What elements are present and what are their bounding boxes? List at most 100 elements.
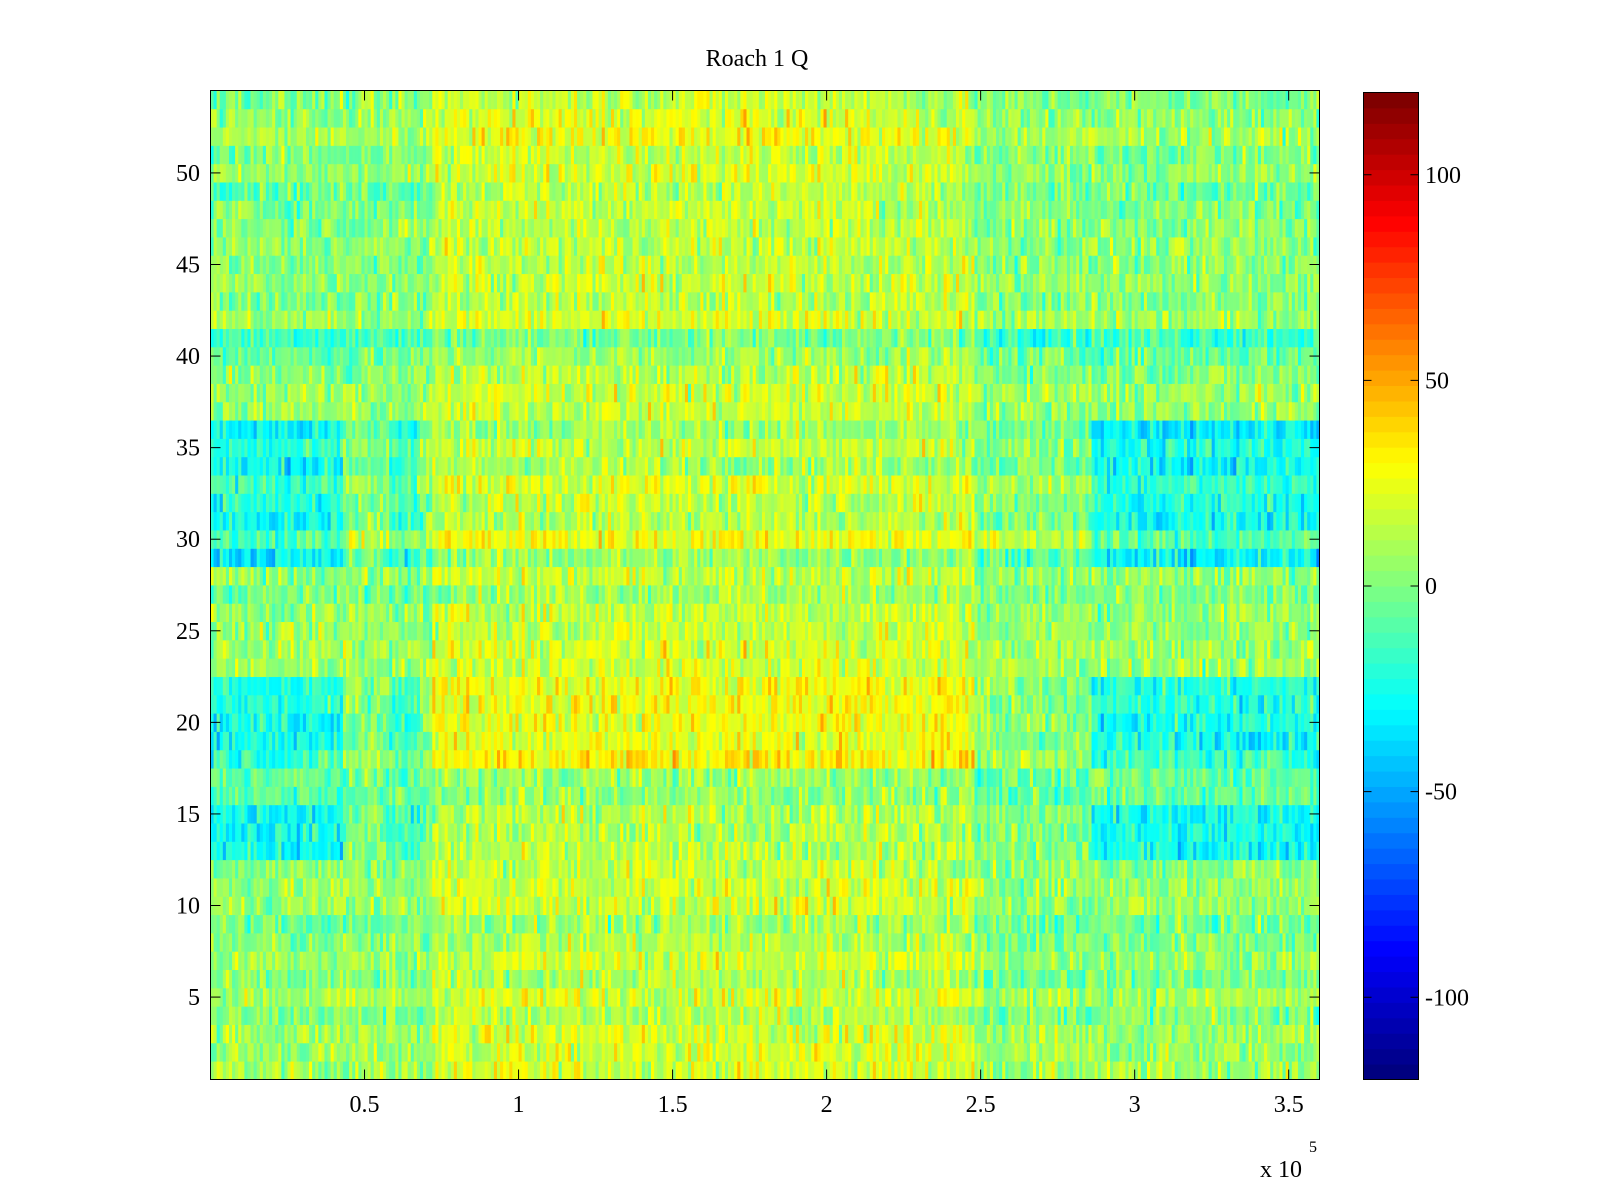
heatmap-cell — [712, 878, 717, 897]
heatmap-cell — [1143, 896, 1148, 916]
heatmap-cell — [1119, 859, 1123, 879]
heatmap-cell — [592, 1006, 596, 1025]
heatmap-cell — [1002, 841, 1006, 861]
heatmap-cell — [1233, 914, 1237, 934]
heatmap-cell — [552, 951, 556, 971]
heatmap-cell — [724, 969, 729, 989]
heatmap-cell — [1208, 841, 1213, 861]
heatmap-cell — [977, 1042, 982, 1062]
heatmap-cell — [681, 914, 686, 934]
heatmap-cell — [398, 987, 402, 1007]
heatmap-cell — [383, 914, 387, 934]
heatmap-cell — [801, 914, 806, 934]
heatmap-cell — [1079, 1061, 1083, 1080]
heatmap-cell — [737, 896, 741, 916]
heatmap-cell — [595, 969, 600, 989]
heatmap-cell — [1042, 878, 1046, 897]
heatmap-cell — [1273, 951, 1277, 971]
heatmap-cell — [638, 878, 643, 897]
heatmap-cell — [731, 969, 735, 989]
heatmap-cell — [934, 1061, 938, 1080]
heatmap-cell — [1134, 1061, 1139, 1080]
heatmap-cell — [358, 878, 362, 897]
heatmap-cell — [882, 1042, 886, 1062]
heatmap-cell — [752, 1024, 757, 1044]
heatmap-cell — [592, 914, 596, 934]
heatmap-cell — [1026, 1006, 1031, 1025]
heatmap-cell — [1069, 841, 1074, 861]
heatmap-cell — [1156, 841, 1160, 861]
heatmap-cell — [586, 932, 590, 952]
heatmap-cell — [724, 859, 729, 879]
heatmap-cell — [1248, 932, 1253, 952]
heatmap-cell — [1100, 1042, 1105, 1062]
heatmap-cell — [235, 878, 239, 897]
heatmap-cell — [210, 859, 214, 879]
heatmap-cell — [423, 841, 427, 861]
heatmap-cell — [632, 1061, 637, 1080]
heatmap-cell — [765, 987, 769, 1007]
heatmap-cell — [1174, 878, 1179, 897]
heatmap-cell — [1224, 987, 1228, 1007]
heatmap-cell — [1242, 914, 1246, 934]
heatmap-cell — [222, 932, 227, 952]
heatmap-cell — [780, 1042, 784, 1062]
heatmap-cell — [432, 878, 436, 897]
heatmap-cell — [906, 987, 911, 1007]
heatmap-cell — [1205, 1006, 1209, 1025]
heatmap-cell — [552, 823, 556, 842]
heatmap-cell — [663, 1006, 667, 1025]
heatmap-cell — [416, 896, 421, 916]
heatmap-cell — [1079, 987, 1083, 1007]
heatmap-cell — [1165, 951, 1169, 971]
heatmap-cell — [232, 841, 236, 861]
heatmap-cell — [386, 932, 390, 952]
heatmap-cell — [358, 932, 362, 952]
heatmap-cell — [235, 969, 239, 989]
heatmap-cell — [931, 1061, 935, 1080]
heatmap-cell — [546, 914, 550, 934]
heatmap-cell — [487, 969, 492, 989]
heatmap-cell — [647, 859, 652, 879]
heatmap-cell — [1076, 951, 1080, 971]
heatmap-cell — [469, 823, 473, 842]
heatmap-cell — [312, 1042, 316, 1062]
heatmap-cell — [475, 932, 479, 952]
heatmap-cell — [524, 932, 529, 952]
heatmap-cell — [1063, 932, 1068, 952]
heatmap-cell — [333, 1024, 338, 1044]
heatmap-cell — [342, 896, 347, 916]
heatmap-cell — [1146, 1024, 1151, 1044]
heatmap-cell — [1125, 969, 1129, 989]
heatmap-cell — [737, 932, 741, 952]
heatmap-cell — [1085, 878, 1089, 897]
heatmap-cell — [1017, 878, 1022, 897]
heatmap-cell — [829, 896, 834, 916]
heatmap-cell — [749, 969, 754, 989]
heatmap-cell — [974, 1006, 978, 1025]
heatmap-cell — [691, 896, 695, 916]
heatmap-cell — [1119, 1042, 1123, 1062]
heatmap-cell — [401, 859, 405, 879]
heatmap-cell — [860, 1061, 864, 1080]
heatmap-cell — [506, 951, 510, 971]
heatmap-cell — [1236, 859, 1240, 879]
heatmap-cell — [866, 932, 871, 952]
heatmap-cell — [272, 951, 276, 971]
heatmap-cell — [281, 932, 285, 952]
heatmap-cell — [460, 859, 464, 879]
heatmap-cell — [1069, 951, 1074, 971]
heatmap-cell — [814, 859, 818, 879]
heatmap-cell — [949, 896, 954, 916]
heatmap-cell — [549, 932, 553, 952]
heatmap-cell — [598, 987, 603, 1007]
heatmap-cell — [287, 841, 291, 861]
heatmap-cell — [1273, 878, 1277, 897]
heatmap-cell — [604, 859, 609, 879]
heatmap-cell — [983, 1061, 988, 1080]
heatmap-cell — [1113, 859, 1117, 879]
heatmap-cell — [614, 951, 618, 971]
heatmap-cell — [755, 841, 760, 861]
heatmap-cell — [651, 896, 655, 916]
heatmap-cell — [610, 1006, 615, 1025]
